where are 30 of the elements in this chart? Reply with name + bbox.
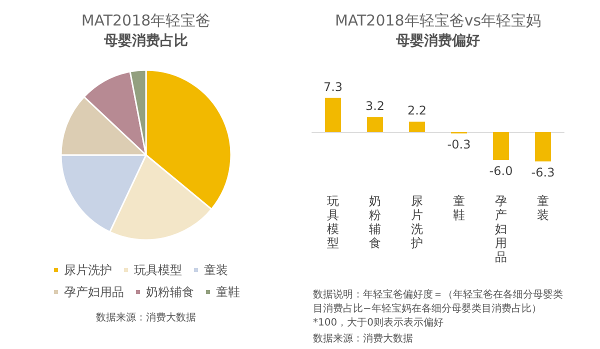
- x-tick-label: 童装: [537, 194, 549, 222]
- legend-label: 孕产妇用品: [64, 285, 124, 299]
- data-label: -6.0: [489, 164, 513, 178]
- text: 数据说明：年轻宝爸偏好度＝（年轻宝爸在各细分母婴类目消费占比−年轻宝妈在各细分母婴类目消费占比）*100，大于0则表示表示偏好: [313, 288, 563, 328]
- chart-title: MAT2018年轻宝爸vs年轻宝妈: [334, 12, 542, 30]
- legend-label: 玩具模型: [134, 263, 182, 277]
- data-label: 3.2: [365, 99, 385, 114]
- data-label: 7.3: [323, 80, 343, 94]
- bar: [535, 132, 551, 162]
- bar: [325, 98, 341, 132]
- x-tick-label: 孕产妇用品: [495, 194, 507, 264]
- data-label: 2.2: [407, 104, 427, 118]
- source-note: 数据来源：消费大数据: [313, 332, 413, 344]
- legend-label: 奶粉辅食: [146, 285, 194, 299]
- x-tick-label: 尿片洗护: [410, 194, 423, 250]
- data-label: -6.3: [531, 165, 555, 180]
- bar: [367, 117, 383, 132]
- legend-label: 尿片洗护: [64, 263, 112, 277]
- x-tick-label: 奶粉辅食: [369, 194, 381, 250]
- x-tick-label: 玩具模型: [327, 194, 339, 250]
- legend-label: 童装: [204, 263, 228, 277]
- data-label: -0.3: [447, 137, 471, 152]
- legend-label: 童鞋: [216, 285, 240, 299]
- bar: [409, 122, 425, 132]
- chart-subtitle: 母婴消费偏好: [395, 33, 480, 49]
- chart-title: MAT2018年轻宝爸: [81, 12, 211, 30]
- bar: [493, 132, 509, 160]
- x-tick-label: 童鞋: [453, 194, 465, 222]
- chart-subtitle: 母婴消费占比: [103, 33, 188, 49]
- source-note: 数据来源：消费大数据: [96, 312, 196, 324]
